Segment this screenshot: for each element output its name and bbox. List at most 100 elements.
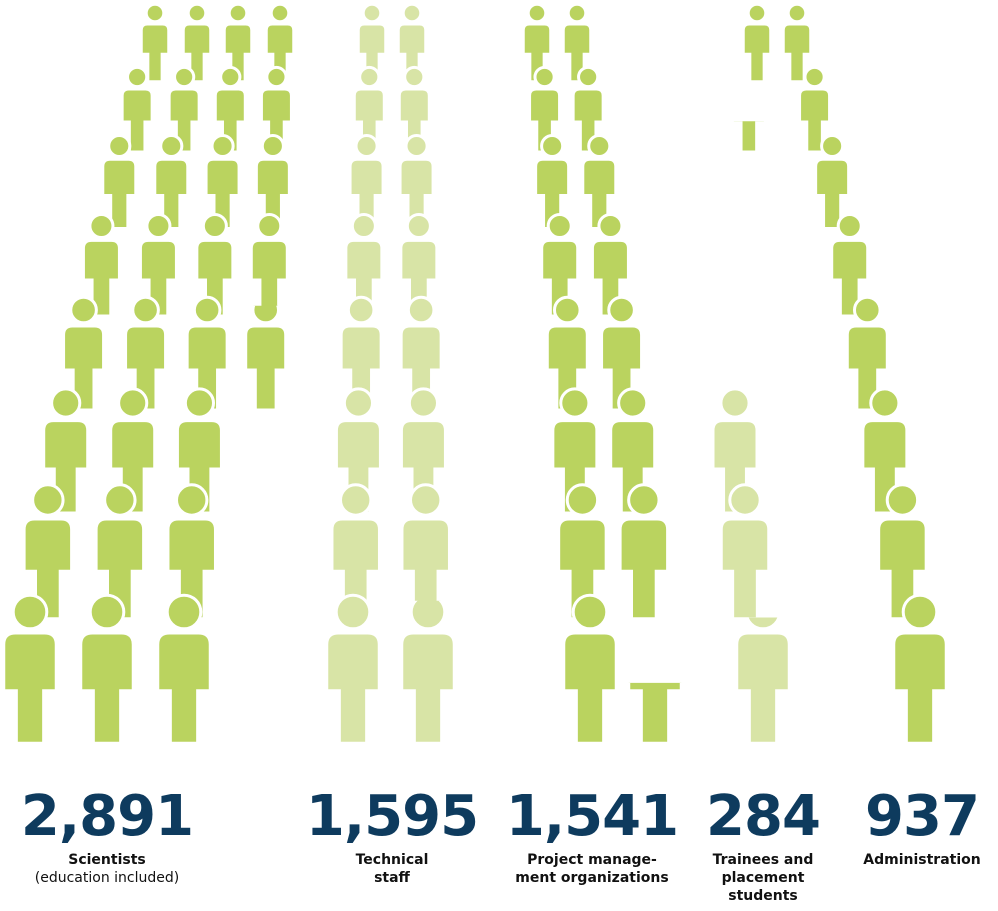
icon-head bbox=[597, 212, 624, 240]
person-icon bbox=[618, 483, 670, 621]
icon-head bbox=[587, 133, 612, 159]
value-label: 284 bbox=[706, 784, 820, 849]
person-icon bbox=[330, 483, 381, 621]
icon-body bbox=[62, 324, 106, 412]
person-icon bbox=[719, 483, 771, 621]
icon-head bbox=[69, 295, 98, 325]
icon-head bbox=[405, 212, 432, 240]
icon-head bbox=[339, 483, 373, 517]
icon-head bbox=[607, 295, 636, 325]
group-label: Project manage- bbox=[527, 852, 657, 868]
group-label: Technical bbox=[356, 852, 429, 868]
icon-head bbox=[869, 387, 901, 419]
icon-head bbox=[719, 387, 751, 419]
group-label: placement bbox=[722, 870, 805, 886]
icon-body bbox=[2, 631, 58, 745]
icon-body bbox=[830, 238, 870, 318]
icon-body bbox=[153, 157, 190, 230]
person-icon bbox=[877, 483, 928, 621]
icon-body bbox=[398, 157, 435, 230]
icon-body bbox=[845, 324, 889, 412]
group-label: staff bbox=[374, 870, 410, 886]
icon-head bbox=[901, 593, 939, 631]
icon-body bbox=[877, 517, 928, 621]
person-icon bbox=[562, 593, 618, 745]
person-icon bbox=[81, 212, 121, 318]
icon-body bbox=[399, 324, 443, 412]
person-icon bbox=[814, 133, 851, 230]
icon-body bbox=[344, 238, 384, 318]
icon-head bbox=[186, 2, 208, 24]
person-icon bbox=[348, 133, 385, 230]
person-icon bbox=[400, 483, 451, 621]
person-icon bbox=[781, 2, 813, 84]
person-icon bbox=[400, 600, 456, 745]
person-icon bbox=[399, 212, 439, 318]
icon-head bbox=[533, 65, 556, 89]
icon-body bbox=[139, 22, 171, 84]
value-label: 2,891 bbox=[21, 784, 193, 849]
icon-body bbox=[400, 517, 451, 621]
value-label: 1,541 bbox=[506, 784, 678, 849]
value-label: 937 bbox=[865, 784, 979, 849]
icon-head bbox=[103, 483, 137, 517]
icon-head bbox=[192, 295, 222, 325]
icon-body bbox=[719, 517, 771, 621]
person-icon bbox=[62, 295, 106, 412]
person-icon bbox=[79, 593, 135, 745]
person-icon bbox=[204, 133, 241, 230]
icon-body bbox=[330, 517, 381, 621]
person-icon bbox=[2, 593, 58, 745]
icon-head bbox=[269, 2, 291, 24]
group-label: Scientists bbox=[68, 852, 146, 868]
person-icon bbox=[581, 133, 618, 230]
icon-body bbox=[581, 157, 618, 230]
person-icon bbox=[735, 617, 791, 745]
icon-head bbox=[346, 295, 376, 325]
person-icon bbox=[156, 593, 212, 745]
icon-body bbox=[627, 682, 683, 745]
icon-head bbox=[256, 212, 283, 240]
icon-head bbox=[88, 212, 115, 240]
icon-head bbox=[745, 617, 781, 631]
icon-head bbox=[836, 212, 863, 240]
icon-body bbox=[22, 517, 74, 621]
icon-head bbox=[210, 133, 235, 159]
icon-head bbox=[144, 2, 166, 24]
person-icon bbox=[166, 483, 217, 621]
icon-head bbox=[227, 2, 249, 24]
icon-head bbox=[126, 65, 149, 89]
group-label: Trainees and bbox=[713, 852, 814, 868]
icon-body bbox=[339, 324, 383, 412]
icon-body bbox=[534, 157, 571, 230]
icon-head bbox=[852, 295, 882, 325]
group-label: students bbox=[728, 888, 798, 904]
icon-body bbox=[618, 517, 670, 621]
person-icon bbox=[325, 593, 381, 745]
icon-head bbox=[131, 295, 160, 325]
person-icon bbox=[845, 295, 889, 412]
icon-body bbox=[400, 631, 456, 745]
icon-head bbox=[107, 133, 132, 159]
icon-head bbox=[565, 483, 600, 517]
person-icon bbox=[339, 295, 383, 412]
icon-head bbox=[145, 212, 172, 240]
icon-body bbox=[562, 631, 618, 745]
icon-head bbox=[354, 133, 379, 159]
icon-head bbox=[334, 593, 372, 631]
person-icon bbox=[249, 212, 289, 318]
icon-body bbox=[204, 157, 241, 230]
icon-head bbox=[219, 65, 242, 89]
icon-head bbox=[552, 295, 582, 325]
icon-head bbox=[746, 2, 768, 24]
labels: 2,891 Scientists (education included) 1,595… bbox=[21, 784, 981, 904]
icon-head bbox=[407, 387, 440, 419]
person-icon bbox=[120, 65, 154, 154]
icon-body bbox=[798, 87, 832, 154]
icon-body bbox=[254, 157, 291, 230]
person-icon bbox=[534, 133, 571, 230]
icon-body bbox=[166, 517, 217, 621]
icon-head bbox=[165, 593, 203, 631]
icon-body bbox=[781, 22, 813, 84]
